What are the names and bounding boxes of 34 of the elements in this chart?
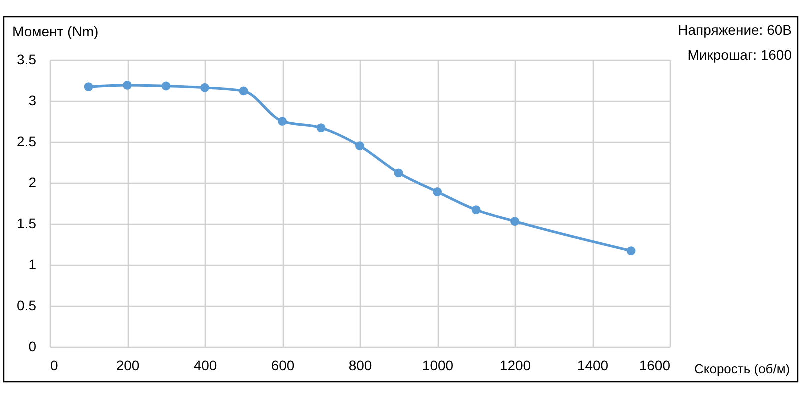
point [626,246,636,256]
y-tick-label: 3 [28,92,37,108]
point [472,206,481,215]
x-tick-label: 200 [116,358,140,374]
point [278,117,287,126]
x-tick-label: 0 [50,358,58,374]
y-axis-title: Момент (Nm) [12,24,99,40]
y-tick-label: 1.5 [17,216,37,232]
x-tick-label: 1400 [577,358,609,374]
x-tick-label: 1200 [500,358,532,374]
y-tick-label: 1 [28,256,37,272]
x-tick-label: 400 [194,358,218,374]
point [316,124,326,133]
y-tick-label: 2.5 [17,134,37,150]
y-tick-label: 0.5 [17,298,37,314]
y-tick-label: 3.5 [17,52,37,68]
x-tick-label: 600 [271,358,295,374]
point [123,80,132,90]
point [356,142,364,151]
point [394,168,404,178]
point [162,82,171,91]
text: Микрошаг: 1600 [688,47,792,63]
point [239,86,248,96]
point [510,217,520,226]
text: Напряжение: 60В [678,22,792,38]
x-tick-label: 800 [348,358,372,374]
x-tick-label: 1000 [422,358,454,374]
point [200,83,210,92]
point [433,188,442,196]
x-axis-title: Скорость (об/м) [694,362,790,376]
point [84,82,94,92]
y-tick-label: 2 [28,174,37,190]
y-tick-label: 0 [28,338,37,354]
x-tick-label: 1600 [639,358,671,374]
